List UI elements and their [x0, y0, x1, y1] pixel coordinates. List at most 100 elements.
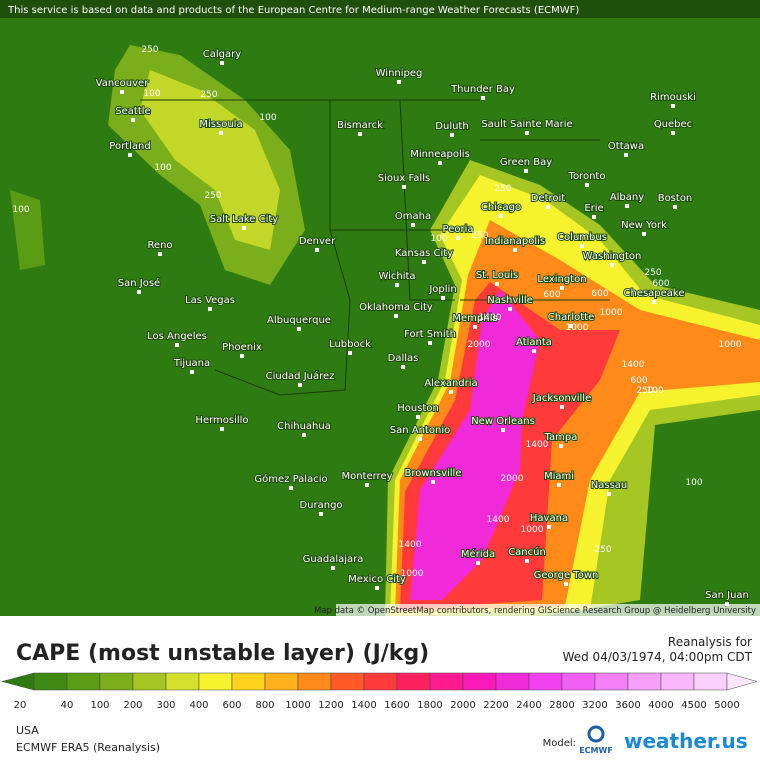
colorbar-segment	[363, 672, 398, 691]
city-label: Alexandria	[424, 378, 477, 389]
city-marker	[402, 185, 406, 189]
city-label: Reno	[147, 240, 172, 251]
colorbar-label: 3600	[615, 700, 640, 711]
city-marker	[671, 104, 675, 108]
city-label: Brownsville	[404, 468, 461, 479]
city-marker	[546, 205, 550, 209]
city-label: Peoria	[443, 224, 474, 235]
cape-area	[410, 290, 540, 600]
colorbar-segment	[462, 672, 497, 691]
city-label: Memphis	[452, 313, 497, 324]
colorbar-label: 800	[255, 700, 274, 711]
city-label: Rimouski	[650, 92, 696, 103]
city-label: Salt Lake City	[210, 214, 279, 225]
colorbar-segment	[297, 672, 332, 691]
city-label: Calgary	[203, 49, 241, 60]
city-label: San José	[118, 277, 160, 289]
city-label: Duluth	[435, 121, 468, 132]
city-marker	[495, 282, 499, 286]
city-marker	[190, 370, 194, 374]
colorbar-segment	[660, 672, 695, 691]
colorbar-segment	[495, 672, 530, 691]
city-marker	[298, 383, 302, 387]
city-marker	[422, 260, 426, 264]
city-marker	[219, 131, 223, 135]
city-marker	[559, 444, 563, 448]
city-label: Jacksonville	[532, 393, 591, 404]
city-label: Thunder Bay	[450, 84, 515, 95]
city-marker	[208, 307, 212, 311]
city-marker	[508, 307, 512, 311]
city-marker	[395, 283, 399, 287]
colorbar-segment	[231, 672, 266, 691]
colorbar-label: 5000	[714, 700, 739, 711]
city-marker	[673, 205, 677, 209]
contour-label: 1000	[719, 340, 742, 350]
contour-label: 2000	[468, 340, 491, 350]
colorbar-label: 1200	[318, 700, 343, 711]
colorbar-segment	[594, 672, 629, 691]
city-label: Toronto	[568, 171, 606, 182]
city-label: Havana	[530, 513, 568, 524]
colorbar-segment	[66, 672, 101, 691]
city-label: Boston	[658, 193, 693, 204]
city-marker	[525, 131, 529, 135]
region: USA	[16, 724, 39, 737]
city-label: Detroit	[531, 193, 566, 204]
colorbar-segment	[693, 672, 728, 691]
colorbar-segment	[561, 672, 596, 691]
city-label: Las Vegas	[185, 295, 235, 306]
map-credit: Map data © OpenStreetMap contributors, r…	[314, 606, 756, 616]
city-label: St. Louis	[476, 270, 518, 281]
colorbar-label: 1800	[417, 700, 442, 711]
contour-label: 250	[204, 191, 221, 201]
city-label: San Antonio	[390, 425, 450, 436]
city-marker	[220, 427, 224, 431]
city-label: Durango	[299, 500, 342, 511]
contour-label: 1400	[487, 515, 510, 525]
city-label: Nashville	[487, 295, 533, 306]
city-marker	[358, 132, 362, 136]
colorbar-label: 2400	[516, 700, 541, 711]
colorbar-label: 40	[61, 700, 74, 711]
colorbar-segment	[99, 672, 134, 691]
city-marker	[438, 161, 442, 165]
city-marker	[418, 437, 422, 441]
city-marker	[642, 232, 646, 236]
city-label: Omaha	[395, 211, 431, 222]
city-marker	[580, 244, 584, 248]
attribution: This service is based on data and produc…	[7, 5, 579, 16]
city-marker	[397, 80, 401, 84]
city-label: Sault Sainte Marie	[481, 119, 572, 130]
city-marker	[449, 390, 453, 394]
contour-label: 1000	[521, 525, 544, 535]
city-marker	[585, 183, 589, 187]
colorbar-label: 2000	[450, 700, 475, 711]
city-marker	[431, 480, 435, 484]
city-label: Cancún	[508, 546, 546, 558]
city-marker	[375, 586, 379, 590]
city-marker	[499, 214, 503, 218]
contour-label: 1400	[479, 313, 502, 323]
colorbar-label: 600	[222, 700, 241, 711]
city-marker	[175, 343, 179, 347]
city-marker	[652, 300, 656, 304]
contour-label: 250	[141, 45, 158, 55]
contour-label: 1400	[622, 360, 645, 370]
city-label: Indianapolis	[485, 236, 545, 247]
contour-label: 1000	[566, 323, 589, 333]
colorbar-label: 2800	[549, 700, 574, 711]
colorbar-segment	[198, 672, 233, 691]
city-marker	[137, 290, 141, 294]
cape-area	[140, 70, 280, 250]
city-marker	[450, 133, 454, 137]
map: This service is based on data and produc…	[0, 0, 760, 616]
city-label: Lexington	[537, 274, 586, 285]
contour-label: 100	[143, 89, 160, 99]
city-label: Chesapeake	[623, 288, 684, 299]
city-label: Columbus	[557, 232, 607, 243]
contour-label: 100	[646, 386, 663, 396]
city-marker	[456, 236, 460, 240]
legend-title: CAPE (most unstable layer) (J/kg)	[16, 641, 429, 666]
city-label: Erie	[584, 203, 603, 214]
